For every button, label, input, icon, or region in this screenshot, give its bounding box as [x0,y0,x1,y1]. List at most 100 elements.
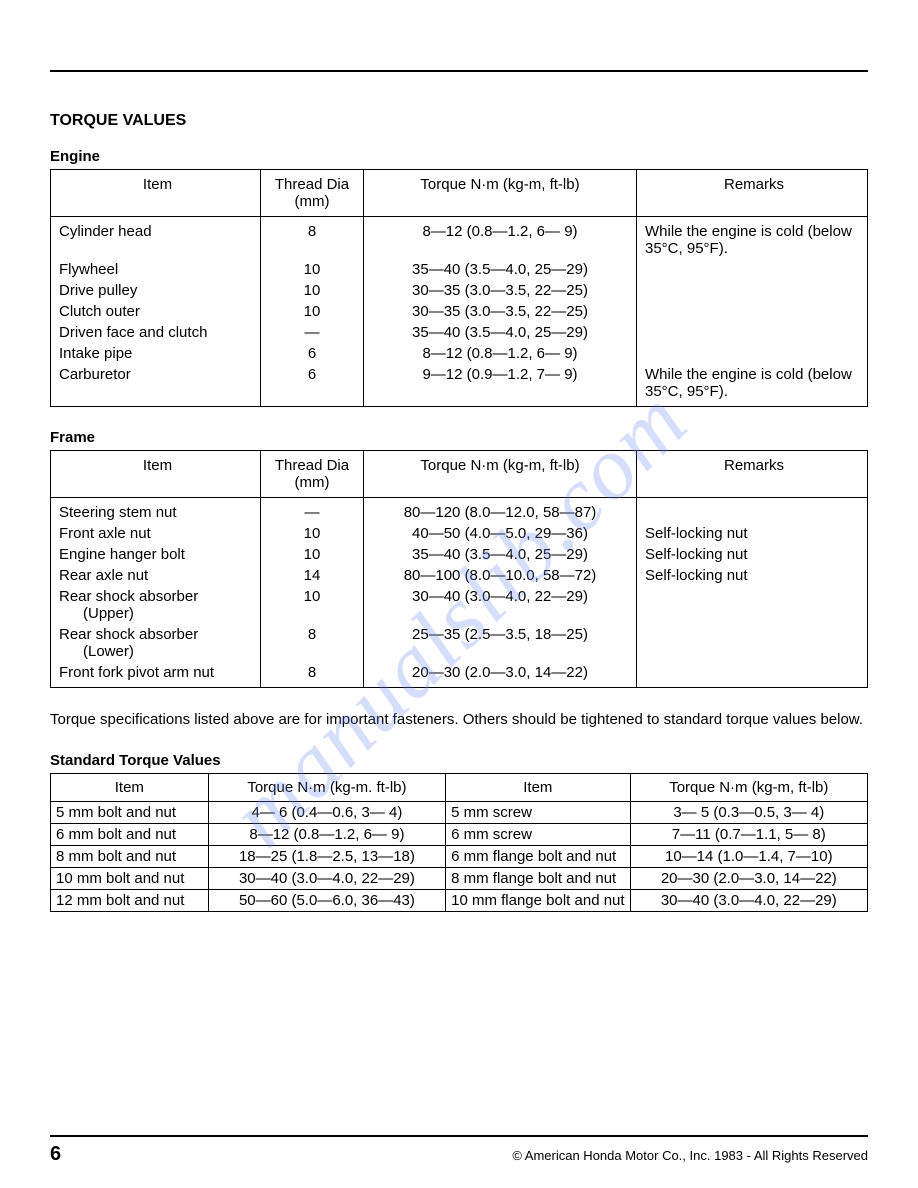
cell: 8 mm bolt and nut [51,846,209,868]
cell: Steering stem nut [51,498,261,524]
table-row: Steering stem nut — 80—120 (8.0—12.0, 58… [51,498,868,524]
table-row: Drive pulley 10 30—35 (3.0—3.5, 22—25) [51,280,868,301]
top-rule [50,70,868,72]
cell [637,301,868,322]
cell-text: (Upper) [59,605,134,622]
th: Torque N·m (kg-m. ft-lb) [208,774,445,802]
th: Item [446,774,630,802]
cell: — [261,322,364,343]
table-row: Carburetor 6 9—12 (0.9—1.2, 7— 9) While … [51,364,868,407]
cell: 10 mm bolt and nut [51,868,209,890]
cell: 10 [261,301,364,322]
cell: Rear shock absorber (Lower) [51,624,261,662]
copyright: © American Honda Motor Co., Inc. 1983 - … [512,1148,868,1163]
cell: Driven face and clutch [51,322,261,343]
cell [637,662,868,688]
cell: Drive pulley [51,280,261,301]
cell [637,343,868,364]
page-number: 6 [50,1143,61,1166]
cell: 10 [261,280,364,301]
cell: 8—12 (0.8—1.2, 6— 9) [364,343,637,364]
cell: 6 mm screw [446,824,630,846]
cell: Cylinder head [51,217,261,260]
cell: 30—35 (3.0—3.5, 22—25) [364,280,637,301]
table-row: Rear shock absorber (Lower) 8 25—35 (2.5… [51,624,868,662]
cell: 6 mm flange bolt and nut [446,846,630,868]
table-row: Rear shock absorber (Upper) 10 30—40 (3.… [51,586,868,624]
cell: 30—40 (3.0—4.0, 22—29) [208,868,445,890]
standard-table: Item Torque N·m (kg-m. ft-lb) Item Torqu… [50,773,868,912]
table-row: 12 mm bolt and nut 50—60 (5.0—6.0, 36—43… [51,890,868,912]
cell: 35—40 (3.5—4.0, 25—29) [364,544,637,565]
cell: 10 [261,586,364,624]
th: Item [51,774,209,802]
cell: 12 mm bolt and nut [51,890,209,912]
table-row: 8 mm bolt and nut 18—25 (1.8—2.5, 13—18)… [51,846,868,868]
cell [637,586,868,624]
th-dia: Thread Dia (mm) [261,451,364,498]
table-row: Front fork pivot arm nut 8 20—30 (2.0—3.… [51,662,868,688]
cell: 5 mm screw [446,802,630,824]
cell: 10 [261,544,364,565]
cell: 9—12 (0.9—1.2, 7— 9) [364,364,637,407]
page-title: TORQUE VALUES [50,112,868,130]
cell: Self-locking nut [637,544,868,565]
cell: 3— 5 (0.3—0.5, 3— 4) [630,802,867,824]
cell [637,259,868,280]
th-torque: Torque N·m (kg-m, ft-lb) [364,170,637,217]
cell: Carburetor [51,364,261,407]
cell: 6 [261,364,364,407]
th-torque: Torque N·m (kg-m, ft-lb) [364,451,637,498]
cell: 20—30 (2.0—3.0, 14—22) [630,868,867,890]
cell: Self-locking nut [637,523,868,544]
footer: 6 © American Honda Motor Co., Inc. 1983 … [50,1135,868,1166]
cell: 8—12 (0.8—1.2, 6— 9) [364,217,637,260]
table-row: 6 mm bolt and nut 8—12 (0.8—1.2, 6— 9) 6… [51,824,868,846]
cell: Front axle nut [51,523,261,544]
cell: While the engine is cold (below 35°C, 95… [637,364,868,407]
th-item: Item [51,170,261,217]
cell: 10 mm flange bolt and nut [446,890,630,912]
table-row: 10 mm bolt and nut 30—40 (3.0—4.0, 22—29… [51,868,868,890]
cell [637,498,868,524]
frame-table: Item Thread Dia (mm) Torque N·m (kg-m, f… [50,450,868,688]
engine-table: Item Thread Dia (mm) Torque N·m (kg-m, f… [50,169,868,407]
cell: 50—60 (5.0—6.0, 36—43) [208,890,445,912]
cell: — [261,498,364,524]
th-dia: Thread Dia (mm) [261,170,364,217]
cell: 20—30 (2.0—3.0, 14—22) [364,662,637,688]
cell: Flywheel [51,259,261,280]
cell: 8 [261,662,364,688]
cell: 40—50 (4.0—5.0, 29—36) [364,523,637,544]
cell: Front fork pivot arm nut [51,662,261,688]
cell: 6 mm bolt and nut [51,824,209,846]
table-row: Engine hanger bolt 10 35—40 (3.5—4.0, 25… [51,544,868,565]
cell: 14 [261,565,364,586]
cell [637,322,868,343]
cell: While the engine is cold (below 35°C, 95… [637,217,868,260]
cell [637,624,868,662]
th-rem: Remarks [637,451,868,498]
cell: 18—25 (1.8—2.5, 13—18) [208,846,445,868]
cell: 30—40 (3.0—4.0, 22—29) [630,890,867,912]
table-row: Driven face and clutch — 35—40 (3.5—4.0,… [51,322,868,343]
cell: 35—40 (3.5—4.0, 25—29) [364,259,637,280]
cell: 10—14 (1.0—1.4, 7—10) [630,846,867,868]
standard-heading: Standard Torque Values [50,752,868,769]
cell: Self-locking nut [637,565,868,586]
note-text: Torque specifications listed above are f… [50,710,868,730]
th-item: Item [51,451,261,498]
table-row: Front axle nut 10 40—50 (4.0—5.0, 29—36)… [51,523,868,544]
cell: 8 [261,217,364,260]
table-row: Clutch outer 10 30—35 (3.0—3.5, 22—25) [51,301,868,322]
cell: Clutch outer [51,301,261,322]
frame-heading: Frame [50,429,868,446]
cell: 8—12 (0.8—1.2, 6— 9) [208,824,445,846]
cell: 30—35 (3.0—3.5, 22—25) [364,301,637,322]
cell: 10 [261,523,364,544]
table-row: 5 mm bolt and nut 4— 6 (0.4—0.6, 3— 4) 5… [51,802,868,824]
cell-text: Rear shock absorber [59,588,198,605]
cell: 8 mm flange bolt and nut [446,868,630,890]
cell: 35—40 (3.5—4.0, 25—29) [364,322,637,343]
cell: 4— 6 (0.4—0.6, 3— 4) [208,802,445,824]
